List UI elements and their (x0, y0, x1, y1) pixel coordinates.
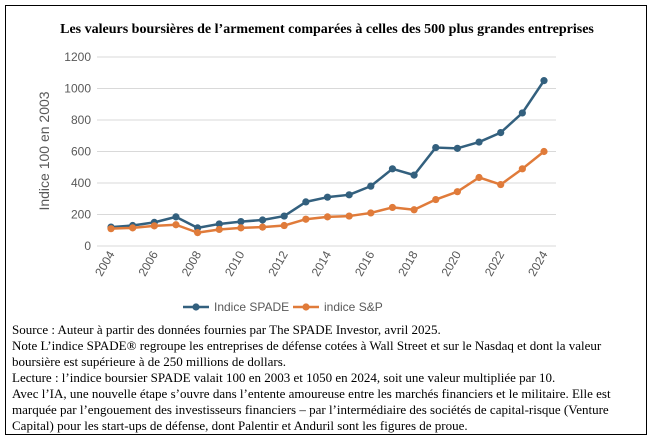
notes-block: Source : Auteur à partir des données fou… (12, 322, 640, 434)
data-point (281, 212, 288, 219)
legend-label-2: indice S&P (324, 300, 383, 314)
data-point (540, 77, 547, 84)
x-tick-label: 2014 (309, 248, 335, 278)
data-point (129, 224, 136, 231)
y-tick-label: 200 (71, 208, 91, 222)
data-point (519, 165, 526, 172)
data-point (172, 221, 179, 228)
x-tick-label: 2016 (352, 248, 378, 278)
data-point (367, 183, 374, 190)
series-group (107, 77, 547, 236)
y-tick-label: 400 (71, 176, 91, 190)
data-point (497, 181, 504, 188)
data-point (346, 191, 353, 198)
data-point (194, 229, 201, 236)
legend-marker-1 (192, 303, 199, 310)
x-tick-label: 2024 (525, 248, 551, 278)
data-point (281, 222, 288, 229)
x-tick-label: 2022 (482, 248, 508, 278)
data-point (475, 138, 482, 145)
definition-note: Note L’indice SPADE® regroupe les entrep… (12, 338, 640, 370)
data-point (324, 194, 331, 201)
series-line-1 (111, 81, 544, 228)
data-point (151, 222, 158, 229)
legend: Indice SPADE indice S&P (183, 300, 383, 314)
data-point (475, 174, 482, 181)
x-tick-label: 2004 (92, 248, 118, 278)
data-point (259, 216, 266, 223)
y-tick-label: 800 (71, 113, 91, 127)
x-tick-label: 2008 (179, 248, 205, 278)
data-point (454, 188, 461, 195)
y-tick-label: 1200 (64, 50, 91, 64)
data-point (237, 224, 244, 231)
data-point (324, 213, 331, 220)
data-point (237, 218, 244, 225)
y-tick-labels: 0 200 400 600 800 1000 1200 (64, 50, 91, 253)
data-point (497, 129, 504, 136)
data-point (346, 212, 353, 219)
y-tick-label: 600 (71, 145, 91, 159)
data-point (432, 196, 439, 203)
x-tick-label: 2006 (135, 248, 161, 278)
data-point (172, 213, 179, 220)
y-tick-label: 0 (84, 239, 91, 253)
data-point (302, 198, 309, 205)
data-point (411, 172, 418, 179)
y-tick-label: 1000 (64, 82, 91, 96)
data-point (107, 225, 114, 232)
x-tick-label: 2012 (265, 248, 291, 278)
data-point (216, 226, 223, 233)
data-point (540, 148, 547, 155)
y-axis-label: Indice 100 en 2003 (36, 91, 52, 210)
legend-marker-2 (302, 303, 309, 310)
reading-note: Lecture : l’indice boursier SPADE valait… (12, 370, 640, 386)
data-point (432, 144, 439, 151)
x-tick-label: 2020 (439, 248, 465, 278)
data-point (454, 145, 461, 152)
ai-note: Avec l’IA, une nouvelle étape s’ouvre da… (12, 386, 640, 434)
data-point (411, 206, 418, 213)
x-tick-label: 2018 (395, 248, 421, 278)
data-point (389, 204, 396, 211)
source-note: Source : Auteur à partir des données fou… (12, 322, 640, 338)
data-point (302, 216, 309, 223)
data-point (389, 165, 396, 172)
data-point (519, 109, 526, 116)
data-point (367, 209, 374, 216)
data-point (259, 224, 266, 231)
x-tick-label: 2010 (222, 248, 248, 278)
legend-label-1: Indice SPADE (214, 300, 289, 314)
x-tick-labels: 2004 2006 2008 2010 2012 2014 2016 2018 2020 2022… (92, 248, 551, 278)
